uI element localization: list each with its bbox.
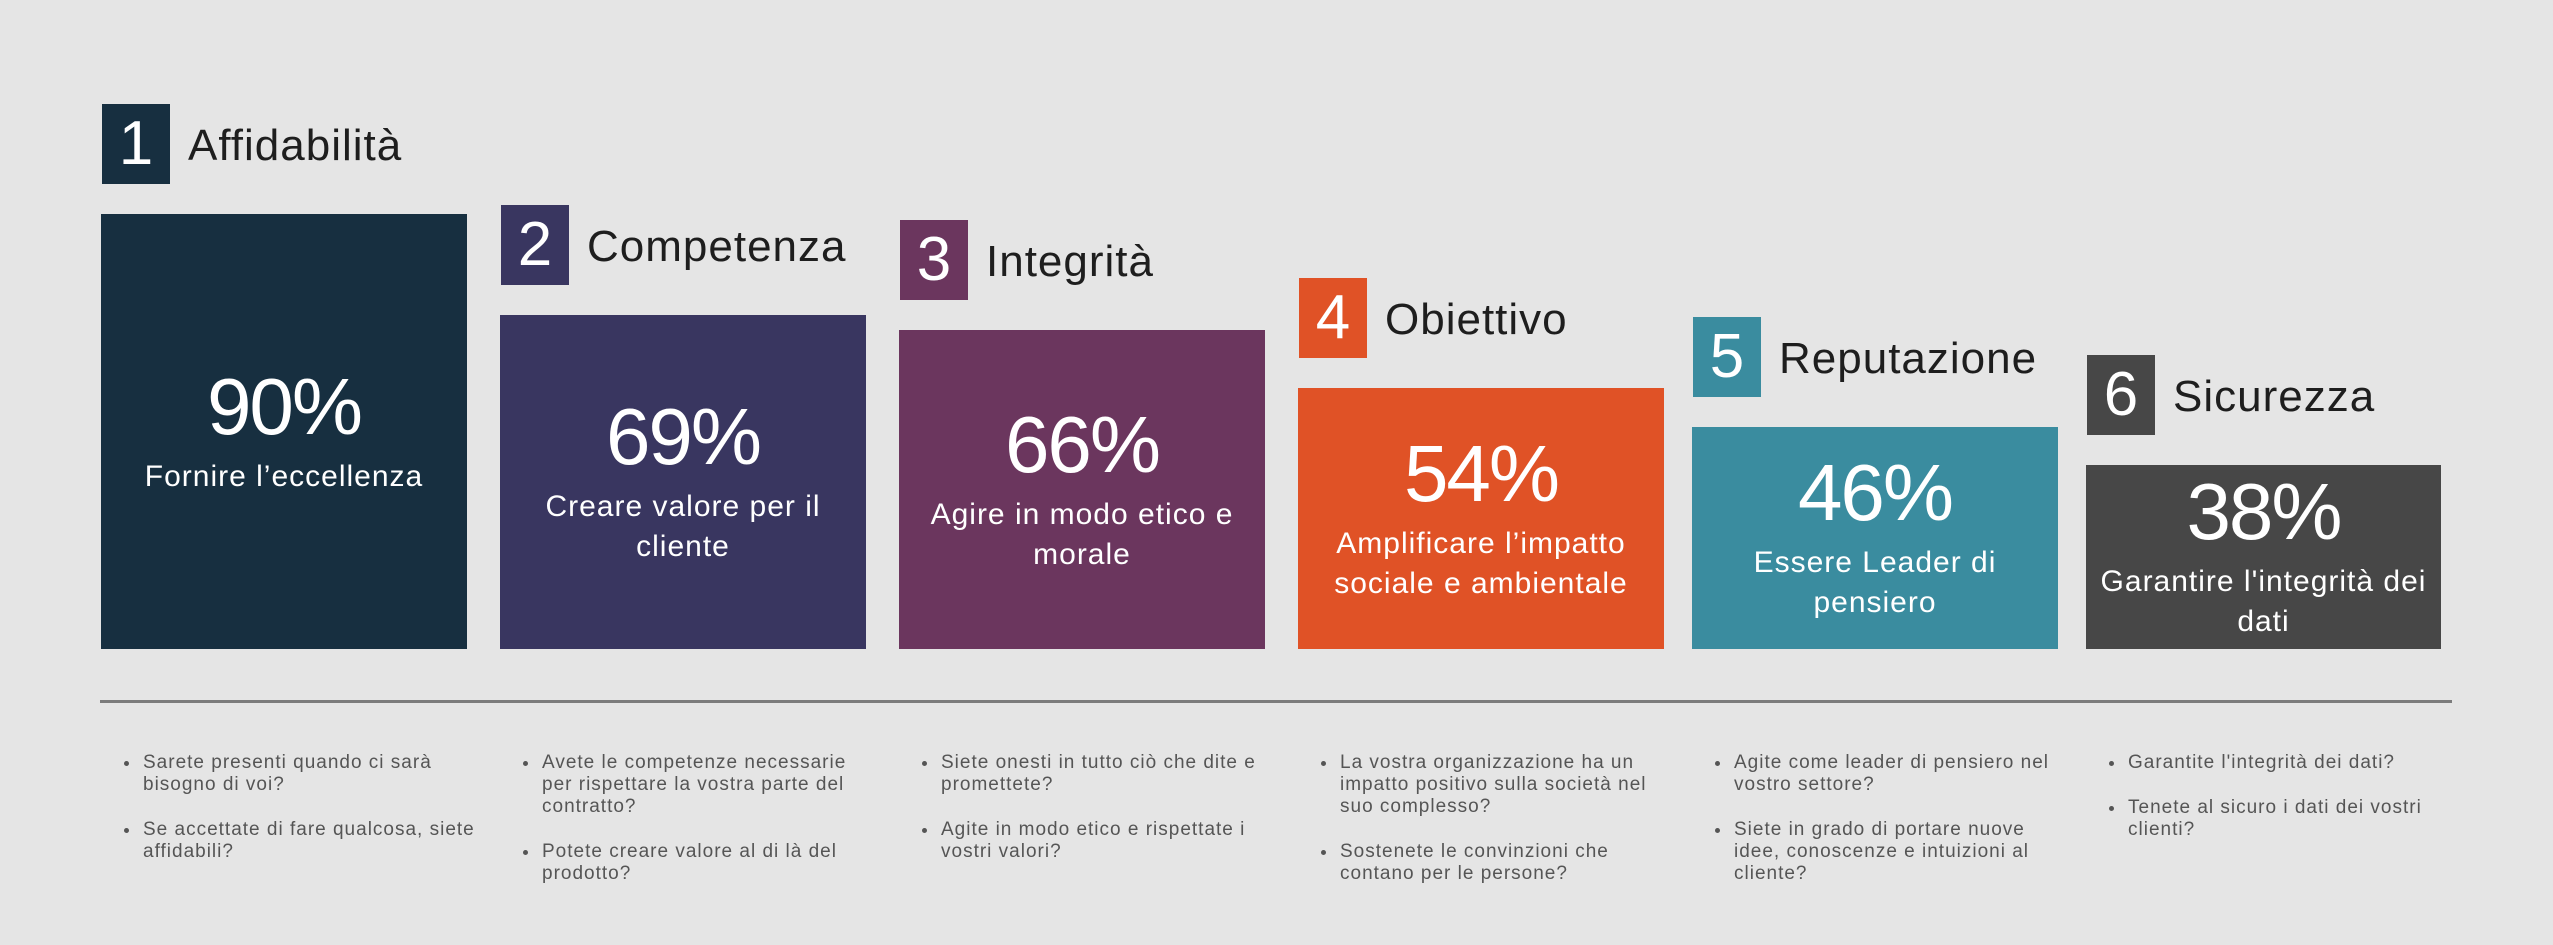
bar-1: 90% Fornire l’eccellenza bbox=[101, 214, 467, 649]
question-item: Agite in modo etico e rispettate i vostr… bbox=[939, 819, 1279, 863]
bar-value-label: 46% bbox=[1797, 448, 1954, 537]
bar-6: 38% Garantire l'integrità dei dati bbox=[2086, 465, 2441, 649]
bar-4: 54% Amplificare l’impatto sociale e ambie… bbox=[1298, 388, 1664, 649]
question-list: Garantite l'integrità dei dati? Tenete al… bbox=[2090, 752, 2466, 864]
question-list: Agite come leader di pensiero nel vostro… bbox=[1696, 752, 2072, 908]
question-item: Tenete al sicuro i dati dei vostri clien… bbox=[2126, 797, 2466, 841]
bar-caption: Agire in modo etico e morale bbox=[930, 497, 1234, 571]
divider-line bbox=[100, 700, 2452, 703]
bar-2: 69% Creare valore per il cliente bbox=[500, 315, 866, 649]
question-list: Siete onesti in tutto ciò che dite e pro… bbox=[903, 752, 1279, 886]
bar-caption: Creare valore per il cliente bbox=[545, 490, 821, 563]
bar-value-label: 54% bbox=[1403, 428, 1560, 518]
category-title: Reputazione bbox=[1779, 334, 2038, 383]
rank-number-badge: 1 bbox=[102, 104, 170, 184]
bar-content: 66% Agire in modo etico e morale bbox=[899, 330, 1265, 649]
rank-number-badge: 2 bbox=[501, 205, 569, 285]
rank-number-badge: 6 bbox=[2087, 355, 2155, 435]
category-title: Integrità bbox=[986, 237, 1154, 286]
category-title: Affidabilità bbox=[188, 121, 403, 170]
rank-number-badge: 4 bbox=[1299, 278, 1367, 358]
category-title: Competenza bbox=[587, 222, 847, 271]
bar-content: 69% Creare valore per il cliente bbox=[500, 315, 866, 649]
question-item: Garantite l'integrità dei dati? bbox=[2126, 752, 2466, 774]
rank-number-badge: 3 bbox=[900, 220, 968, 300]
question-list: La vostra organizzazione ha un impatto p… bbox=[1302, 752, 1678, 908]
question-item: Potete creare valore al di là del prodot… bbox=[540, 841, 880, 885]
category-title: Sicurezza bbox=[2173, 372, 2376, 421]
bar-content: 90% Fornire l’eccellenza bbox=[101, 214, 467, 649]
bar-caption: Essere Leader di pensiero bbox=[1753, 546, 1997, 619]
bar-caption: Amplificare l’impatto sociale e ambienta… bbox=[1334, 526, 1628, 600]
bar-3: 66% Agire in modo etico e morale bbox=[899, 330, 1265, 649]
question-list: Sarete presenti quando ci sarà bisogno d… bbox=[105, 752, 481, 886]
bar-caption: Fornire l’eccellenza bbox=[144, 459, 424, 493]
question-item: Sarete presenti quando ci sarà bisogno d… bbox=[141, 752, 481, 796]
bar-value-label: 38% bbox=[2186, 467, 2342, 556]
question-item: Siete onesti in tutto ciò che dite e pro… bbox=[939, 752, 1279, 796]
bar-value-label: 90% bbox=[206, 361, 363, 451]
category-title: Obiettivo bbox=[1385, 295, 1568, 344]
bar-content: 54% Amplificare l’impatto sociale e ambie… bbox=[1298, 388, 1664, 649]
bar-value-label: 66% bbox=[1004, 399, 1161, 489]
bar-caption: Garantire l'integrità dei dati bbox=[2100, 565, 2427, 638]
question-item: Agite come leader di pensiero nel vostro… bbox=[1732, 752, 2072, 796]
bar-content: 38% Garantire l'integrità dei dati bbox=[2086, 465, 2441, 649]
bar-value-label: 69% bbox=[605, 392, 762, 481]
question-item: La vostra organizzazione ha un impatto p… bbox=[1338, 752, 1678, 818]
question-item: Avete le competenze necessarie per rispe… bbox=[540, 752, 880, 818]
bar-content: 46% Essere Leader di pensiero bbox=[1692, 427, 2058, 649]
question-item: Sostenete le convinzioni che contano per… bbox=[1338, 841, 1678, 885]
question-list: Avete le competenze necessarie per rispe… bbox=[504, 752, 880, 908]
bar-5: 46% Essere Leader di pensiero bbox=[1692, 427, 2058, 649]
question-item: Se accettate di fare qualcosa, siete aff… bbox=[141, 819, 481, 863]
rank-number-badge: 5 bbox=[1693, 317, 1761, 397]
question-item: Siete in grado di portare nuove idee, co… bbox=[1732, 819, 2072, 885]
